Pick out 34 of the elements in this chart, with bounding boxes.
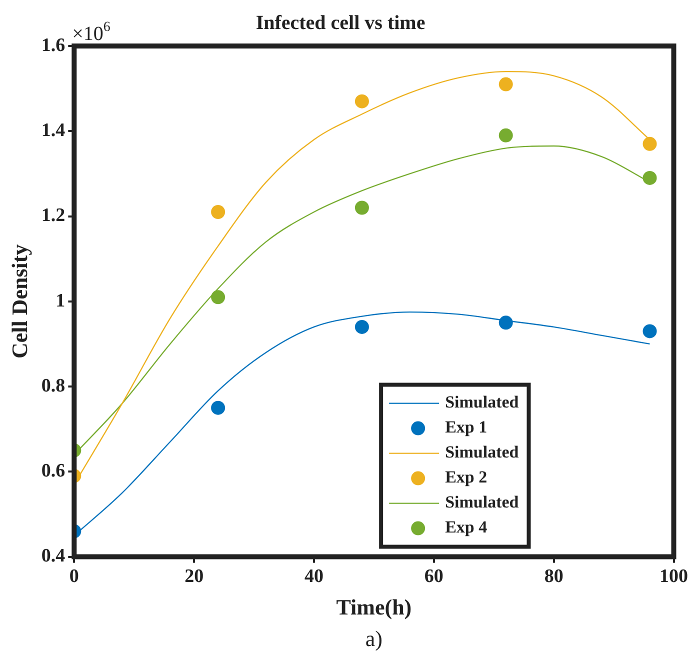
point [354, 320, 369, 334]
y-tick-label: 1 [56, 290, 66, 312]
x-axis-title: Time(h) [336, 594, 412, 620]
chart-title: Infected cell vs time [256, 12, 426, 34]
point [211, 290, 226, 304]
point [642, 170, 657, 185]
point [498, 128, 513, 142]
point [642, 136, 657, 151]
y-tick-label: 0.8 [41, 375, 66, 396]
x-tick-label: 0 [69, 566, 79, 588]
y-tick-label: 1.2 [41, 205, 66, 226]
text: a) [365, 626, 382, 651]
legend-label: Exp 2 [445, 468, 488, 487]
x-tick-label: 20 [184, 566, 204, 588]
y-tick-label: 0.6 [41, 460, 66, 482]
point [498, 77, 513, 92]
y-tick-label: 1.4 [41, 120, 66, 142]
legend-label: Simulated [445, 392, 520, 412]
y-tick-label: 0.4 [41, 546, 66, 567]
x-tick-label: 80 [544, 566, 564, 588]
legend-label: Simulated [445, 492, 520, 512]
legend-label: Exp 1 [445, 418, 488, 437]
x-tick-label: 100 [660, 566, 688, 588]
point [354, 200, 369, 215]
x-tick-label: 60 [424, 566, 444, 588]
legend-label: Exp 4 [445, 518, 488, 537]
point [354, 94, 369, 108]
legend-label: Simulated [445, 442, 520, 462]
point [642, 324, 657, 338]
y-axis-title: Cell Density [6, 244, 32, 359]
point [211, 205, 226, 220]
x-tick-label: 40 [304, 566, 324, 588]
point [211, 400, 226, 415]
y-tick-label: 1.6 [41, 34, 66, 56]
